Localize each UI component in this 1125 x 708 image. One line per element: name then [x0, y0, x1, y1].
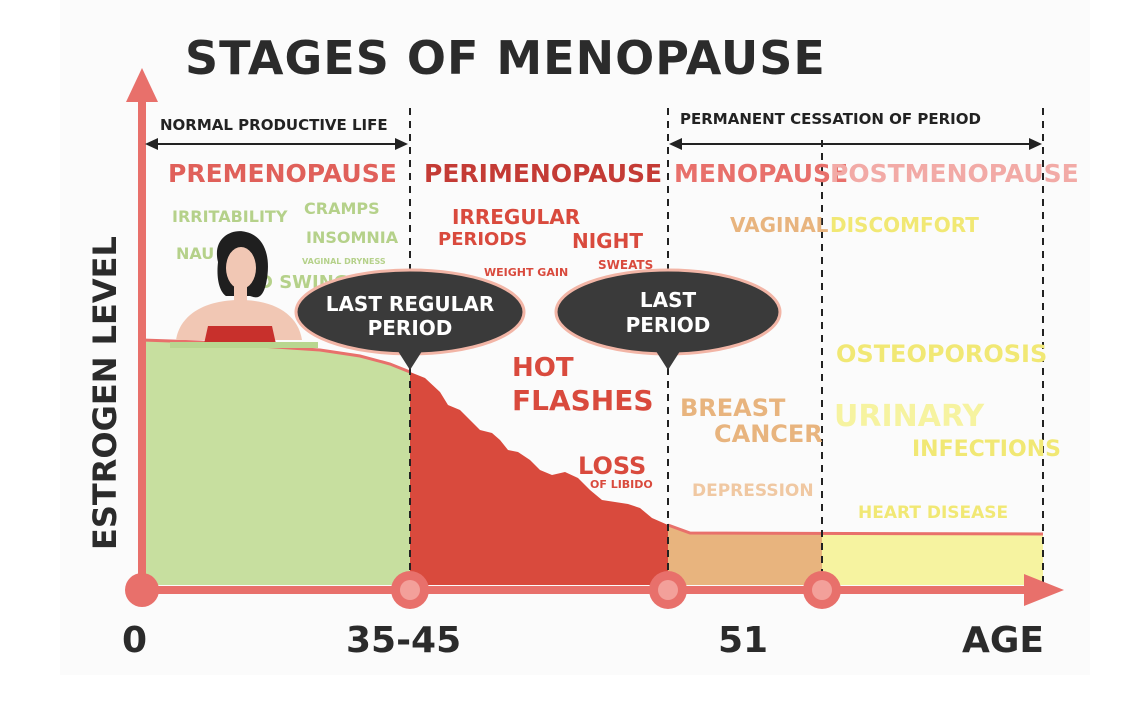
symptom-breast: BREAST [680, 394, 786, 422]
symptom-infections: INFECTIONS [912, 437, 1061, 462]
symptom-insomnia: INSOMNIA [306, 228, 399, 247]
symptom-heart-disease: HEART DISEASE [858, 503, 1008, 523]
callout-last-period-line2: PERIOD [626, 313, 711, 337]
stage-menopause: MENOPAUSE [674, 159, 848, 188]
title: STAGES OF MENOPAUSE [185, 31, 826, 85]
span-right-arrow-l [669, 138, 682, 150]
y-axis-label: ESTROGEN LEVEL [86, 236, 124, 550]
stage-premenopause: PREMENOPAUSE [168, 159, 397, 188]
symptom-weight-gain: WEIGHT GAIN [484, 266, 568, 279]
callout-last-period: LAST PERIOD [554, 268, 782, 370]
symptom-sweats: SWEATS [598, 258, 653, 272]
symptom-night: NIGHT [572, 229, 643, 253]
x-35-45-label: 35-45 [346, 620, 461, 661]
premenopause-area [142, 340, 410, 585]
marker-51-inner [658, 580, 678, 600]
symptom-vaginal-dryness: VAGINAL DRYNESS [302, 257, 386, 266]
symptom-periods: PERIODS [438, 229, 527, 250]
x-origin-label: 0 [122, 620, 147, 661]
symptom-of-libido: OF LIBIDO [590, 478, 653, 491]
postmenopause-area [822, 534, 1043, 585]
x-age-label: AGE [962, 620, 1044, 661]
x-axis-arrow [1024, 574, 1064, 606]
symptom-loss: LOSS [578, 452, 646, 480]
woman-illustration [170, 231, 318, 348]
symptom-discomfort: DISCOMFORT [830, 213, 979, 237]
y-axis-arrow [126, 68, 158, 102]
symptom-osteoporosis: OSTEOPOROSIS [836, 340, 1047, 368]
stage-postmenopause: POSTMENOPAUSE [830, 159, 1079, 188]
span-right-label: PERMANENT CESSATION OF PERIOD [680, 110, 981, 128]
symptom-urinary: URINARY [834, 399, 985, 434]
callout-last-regular-line2: PERIOD [368, 316, 453, 340]
perimenopause-area [410, 372, 668, 585]
marker-35-45-inner [400, 580, 420, 600]
symptom-irritability: IRRITABILITY [172, 207, 288, 226]
symptom-cancer: CANCER [714, 420, 823, 448]
symptom-irregular: IRREGULAR [452, 205, 580, 229]
stage-perimenopause: PERIMENOPAUSE [424, 159, 662, 188]
symptom-vaginal: VAGINAL [730, 213, 829, 237]
span-left-arrow-r [395, 138, 408, 150]
span-left-arrow-l [145, 138, 158, 150]
symptom-cramps: CRAMPS [304, 199, 380, 218]
marker-origin [125, 573, 159, 607]
callout-last-regular-period: LAST REGULAR PERIOD [294, 268, 526, 370]
callout-last-regular-line1: LAST REGULAR [326, 292, 495, 316]
symptom-flashes: FLASHES [512, 384, 654, 417]
symptom-hot: HOT [512, 353, 574, 383]
menopause-area [668, 525, 822, 585]
span-left-label: NORMAL PRODUCTIVE LIFE [160, 116, 388, 134]
estrogen-curve-tail [667, 523, 1044, 536]
symptom-nausea: NAU [176, 244, 214, 263]
span-right-arrow-r [1029, 138, 1042, 150]
symptom-depression: DEPRESSION [692, 481, 814, 501]
callout-last-period-line1: LAST [640, 288, 697, 312]
x-51-label: 51 [718, 620, 768, 661]
marker-post-inner [812, 580, 832, 600]
